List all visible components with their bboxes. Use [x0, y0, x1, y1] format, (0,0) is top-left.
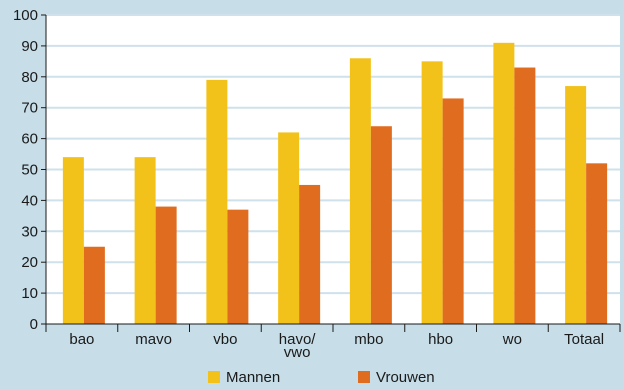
y-tick-label: 30: [21, 223, 38, 240]
bar-mannen-0: [62, 157, 84, 324]
bar-mannen-6: [493, 42, 515, 325]
y-tick-label: 60: [21, 131, 38, 148]
y-tick-label: 90: [21, 38, 38, 55]
x-tick-label: vbo: [213, 331, 237, 348]
bar-vrouwen-3: [299, 184, 321, 324]
y-tick-label: 80: [21, 69, 38, 86]
x-tick-label: mbo: [354, 331, 383, 348]
bar-mannen-1: [134, 157, 156, 324]
x-tick-label: havo/vwo: [279, 331, 317, 361]
x-tick-label: hbo: [428, 331, 453, 348]
bar-vrouwen-4: [370, 126, 392, 325]
bar-vrouwen-7: [586, 163, 608, 324]
bar-mannen-2: [206, 79, 228, 324]
bar-mannen-3: [278, 132, 300, 324]
x-tick-label: mavo: [135, 331, 172, 348]
y-tick-label: 20: [21, 254, 38, 271]
bar-vrouwen-1: [155, 206, 177, 324]
x-tick-label: bao: [69, 331, 94, 348]
y-tick-label: 40: [21, 192, 38, 209]
x-tick-label: Totaal: [564, 331, 604, 348]
bar-vrouwen-6: [514, 67, 536, 324]
legend: Mannen Vrouwen: [208, 369, 435, 386]
legend-label-vrouwen: Vrouwen: [376, 369, 435, 385]
bar-vrouwen-5: [442, 98, 464, 325]
axes: [41, 14, 621, 332]
bar-mannen-7: [565, 86, 587, 324]
bars: [62, 42, 608, 325]
y-tick-label: 50: [21, 162, 38, 179]
legend-swatch-mannen: [208, 371, 220, 383]
x-tick-label: wo: [502, 331, 522, 348]
bar-mannen-4: [349, 58, 371, 324]
bar-mannen-5: [421, 61, 443, 324]
y-tick-label: 10: [21, 285, 38, 302]
y-tick-label: 70: [21, 100, 38, 117]
legend-swatch-vrouwen: [358, 371, 370, 383]
y-tick-label: 0: [30, 316, 38, 333]
bar-vrouwen-2: [227, 209, 249, 324]
y-tick-labels: 0 10 20 30 40 50 60 70 80 90 100: [13, 7, 38, 333]
y-tick-label: 100: [13, 7, 38, 24]
bar-vrouwen-0: [83, 246, 105, 324]
legend-label-mannen: Mannen: [226, 369, 280, 385]
x-tick-labels: bao mavo vbo havo/vwo mbo hbo wo Totaal: [69, 331, 604, 361]
